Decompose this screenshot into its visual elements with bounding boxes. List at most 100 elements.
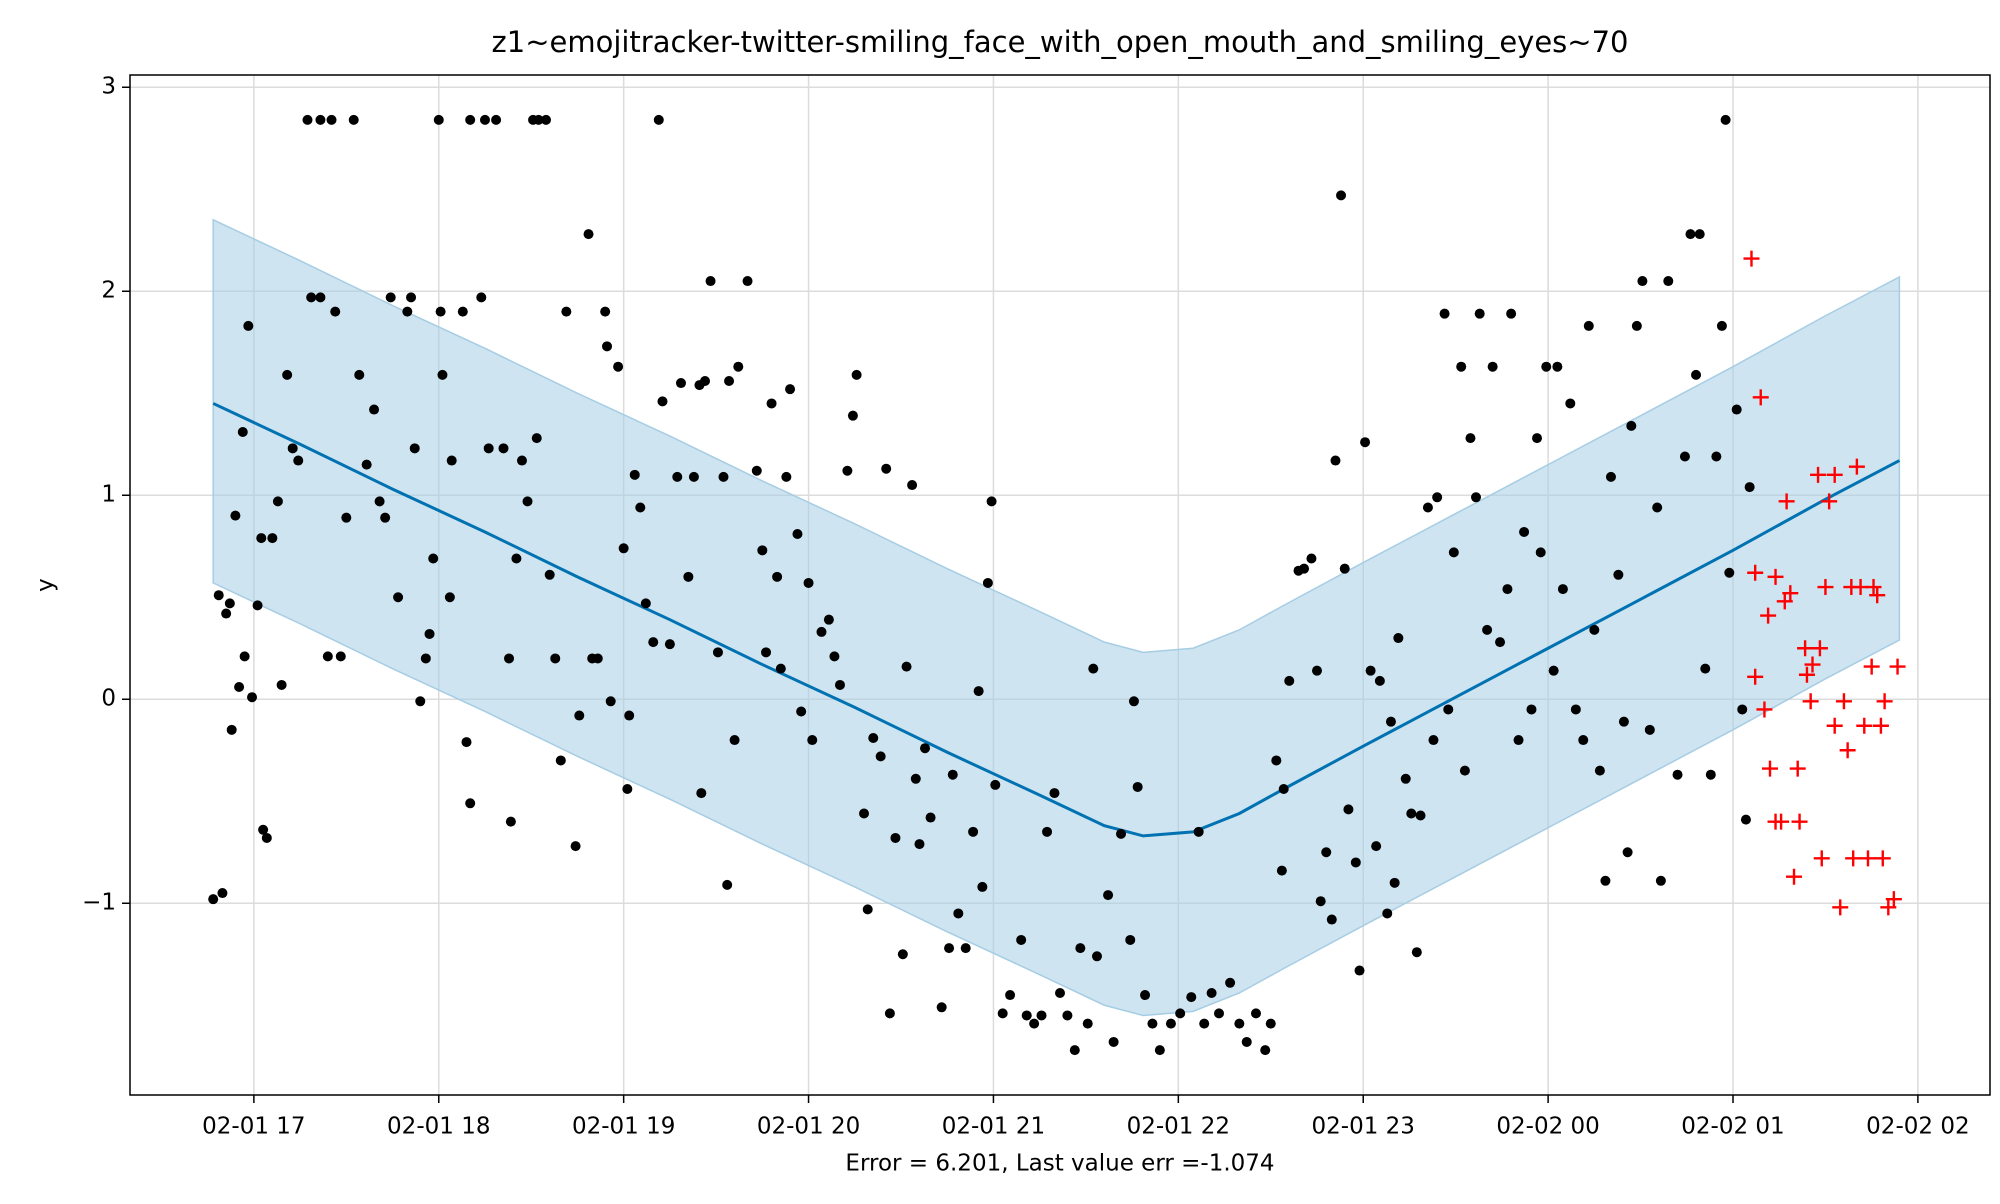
data-point (287, 443, 298, 454)
data-point (1631, 320, 1642, 331)
data-point (570, 841, 581, 852)
data-point (712, 647, 723, 658)
data-point (1049, 788, 1060, 799)
test-point (1869, 587, 1886, 604)
y-tick-label: 0 (101, 686, 116, 712)
data-point (550, 653, 561, 664)
data-point (1432, 492, 1443, 503)
data-point (1513, 735, 1524, 746)
x-tick-label: 02-01 17 (202, 1114, 305, 1140)
data-point (1482, 624, 1493, 635)
data-point (953, 908, 964, 919)
data-point (465, 798, 476, 809)
data-point (354, 369, 365, 380)
data-point (1311, 665, 1322, 676)
data-point (724, 376, 735, 386)
plot-frame (129, 74, 1991, 1096)
data-point (834, 679, 845, 690)
data-point (282, 369, 293, 380)
data-point (884, 1008, 895, 1019)
data-point (1400, 773, 1411, 784)
data-point (1685, 229, 1696, 240)
data-point (890, 832, 901, 843)
data-point (1108, 1036, 1119, 1047)
data-point (1679, 451, 1690, 462)
data-point (653, 114, 664, 125)
data-point (718, 471, 729, 482)
data-point (990, 779, 1001, 790)
data-point (476, 292, 487, 303)
test-point (1773, 813, 1790, 830)
test-point (1776, 593, 1793, 610)
data-point (796, 706, 807, 717)
data-point (1186, 992, 1197, 1003)
data-point (213, 590, 224, 601)
data-point (1082, 1018, 1093, 1029)
data-point (341, 512, 352, 523)
axes: 02-01 17 02-01 18 02-01 19 02-01 20 02-01 21… (82, 74, 1991, 1140)
data-point (1140, 990, 1151, 1001)
data-point (402, 306, 413, 317)
data-point (792, 529, 803, 539)
data-point (276, 679, 287, 690)
data-point (516, 455, 527, 466)
data-point (1618, 716, 1629, 727)
y-tick-label: 2 (101, 278, 116, 304)
chart-title: z1~emojitracker-twitter-smiling_face_wit… (492, 25, 1629, 59)
test-point (1874, 850, 1891, 867)
data-point (757, 545, 768, 556)
test-point (1756, 701, 1773, 718)
test-point (1832, 899, 1849, 916)
data-point (1691, 369, 1702, 380)
data-point (622, 784, 633, 794)
data-point (1199, 1018, 1210, 1029)
data-point (1103, 890, 1114, 901)
test-point (1760, 607, 1777, 624)
data-point (217, 888, 228, 899)
data-point (1487, 361, 1498, 372)
test-point (1821, 493, 1838, 510)
data-point (1382, 908, 1393, 919)
data-point (1594, 765, 1605, 776)
data-point (683, 571, 694, 582)
data-point (605, 696, 616, 707)
data-point (1029, 1018, 1040, 1029)
data-point (1557, 584, 1568, 595)
test-point (1889, 658, 1906, 675)
data-point (1700, 663, 1711, 674)
data-point (672, 471, 683, 482)
data-point (1711, 451, 1722, 462)
data-point (1411, 947, 1422, 958)
data-point (1062, 1010, 1073, 1021)
data-point (1506, 308, 1517, 319)
data-point (224, 598, 235, 609)
data-point (785, 384, 796, 395)
data-point (1548, 665, 1559, 676)
data-point (1459, 765, 1470, 776)
data-point (1474, 308, 1485, 319)
data-point (322, 651, 333, 662)
data-point (1165, 1018, 1176, 1029)
data-point (640, 598, 651, 609)
data-point (1042, 826, 1053, 837)
data-point (1055, 988, 1065, 998)
data-point (688, 471, 699, 482)
data-point (1339, 563, 1350, 574)
data-point (1343, 804, 1354, 815)
data-point (1091, 951, 1102, 962)
data-point (361, 459, 372, 470)
data-point (437, 369, 448, 380)
data-point (385, 292, 396, 303)
data-point (1306, 553, 1317, 564)
data-point (648, 637, 659, 648)
data-point (803, 577, 814, 588)
data-point (1214, 1008, 1225, 1019)
test-point (1798, 666, 1815, 683)
data-point (1350, 857, 1361, 868)
test-point (1839, 742, 1856, 759)
data-point (1541, 361, 1552, 372)
data-point (1439, 308, 1450, 319)
data-point (1519, 526, 1530, 537)
test-point (1813, 850, 1830, 867)
data-point (1336, 190, 1347, 201)
